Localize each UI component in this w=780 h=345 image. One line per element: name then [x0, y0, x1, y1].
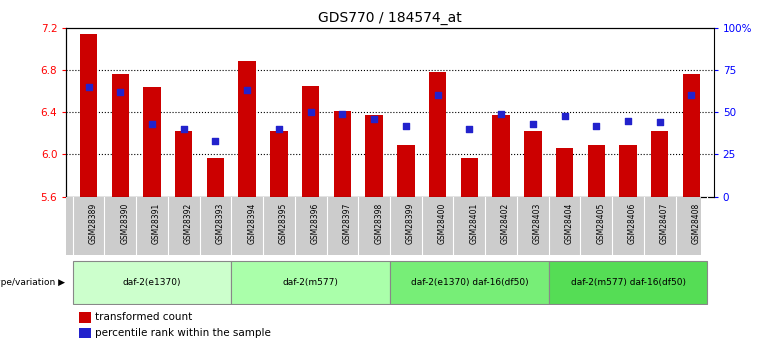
Point: [146, 121, 158, 127]
Text: GSM28400: GSM28400: [438, 203, 447, 244]
Point: [336, 111, 349, 117]
Text: GSM28393: GSM28393: [215, 203, 225, 244]
Bar: [334, 111, 351, 197]
Point: [273, 126, 285, 132]
Text: GSM28399: GSM28399: [406, 203, 415, 244]
Point: [495, 111, 507, 117]
Bar: [270, 131, 288, 197]
Text: GSM28406: GSM28406: [628, 203, 637, 244]
Bar: [73, 262, 232, 304]
Point: [178, 126, 190, 132]
Text: GSM28395: GSM28395: [279, 203, 288, 244]
Point: [304, 109, 317, 115]
Bar: [556, 148, 573, 197]
Point: [431, 92, 444, 98]
Bar: [175, 131, 193, 197]
Bar: [390, 262, 548, 304]
Text: transformed count: transformed count: [95, 313, 193, 323]
Text: GSM28394: GSM28394: [247, 203, 256, 244]
Text: genotype/variation ▶: genotype/variation ▶: [0, 278, 65, 287]
Point: [590, 123, 602, 128]
Bar: [397, 145, 415, 197]
Point: [114, 89, 126, 95]
Text: daf-2(m577) daf-16(df50): daf-2(m577) daf-16(df50): [570, 278, 686, 287]
Bar: [651, 131, 668, 197]
Point: [558, 113, 571, 118]
Text: GSM28408: GSM28408: [692, 203, 700, 244]
Bar: [524, 131, 541, 197]
Point: [654, 119, 666, 125]
Bar: [239, 61, 256, 197]
Bar: [682, 74, 700, 197]
Text: GSM28389: GSM28389: [88, 203, 98, 244]
Bar: [492, 115, 510, 197]
Text: GSM28392: GSM28392: [184, 203, 193, 244]
Text: GSM28398: GSM28398: [374, 203, 383, 244]
Bar: [144, 87, 161, 197]
Text: daf-2(m577): daf-2(m577): [282, 278, 339, 287]
Bar: [80, 34, 98, 197]
Point: [241, 87, 254, 93]
Bar: [461, 158, 478, 197]
Bar: [302, 86, 319, 197]
Bar: [365, 115, 383, 197]
Bar: [548, 262, 707, 304]
Text: percentile rank within the sample: percentile rank within the sample: [95, 328, 271, 338]
Text: GSM28407: GSM28407: [660, 203, 668, 244]
Text: GSM28401: GSM28401: [470, 203, 478, 244]
Bar: [429, 72, 446, 197]
Text: GSM28397: GSM28397: [342, 203, 352, 244]
Text: GSM28403: GSM28403: [533, 203, 542, 244]
Text: GSM28390: GSM28390: [120, 203, 129, 244]
Point: [622, 118, 634, 124]
Point: [526, 121, 539, 127]
Point: [399, 123, 412, 128]
Text: daf-2(e1370) daf-16(df50): daf-2(e1370) daf-16(df50): [410, 278, 528, 287]
Text: GSM28402: GSM28402: [501, 203, 510, 244]
Point: [82, 84, 94, 90]
Bar: [80, 313, 91, 323]
Bar: [80, 328, 91, 338]
Bar: [232, 262, 390, 304]
Bar: [207, 158, 224, 197]
Text: daf-2(e1370): daf-2(e1370): [122, 278, 181, 287]
Point: [463, 126, 476, 132]
Bar: [112, 74, 129, 197]
Text: GSM28404: GSM28404: [565, 203, 573, 244]
Title: GDS770 / 184574_at: GDS770 / 184574_at: [318, 11, 462, 25]
Text: GSM28405: GSM28405: [596, 203, 605, 244]
Point: [368, 116, 381, 122]
Point: [209, 138, 222, 144]
Point: [686, 92, 698, 98]
Bar: [619, 145, 636, 197]
Text: GSM28391: GSM28391: [152, 203, 161, 244]
Bar: [587, 145, 605, 197]
Text: GSM28396: GSM28396: [310, 203, 320, 244]
